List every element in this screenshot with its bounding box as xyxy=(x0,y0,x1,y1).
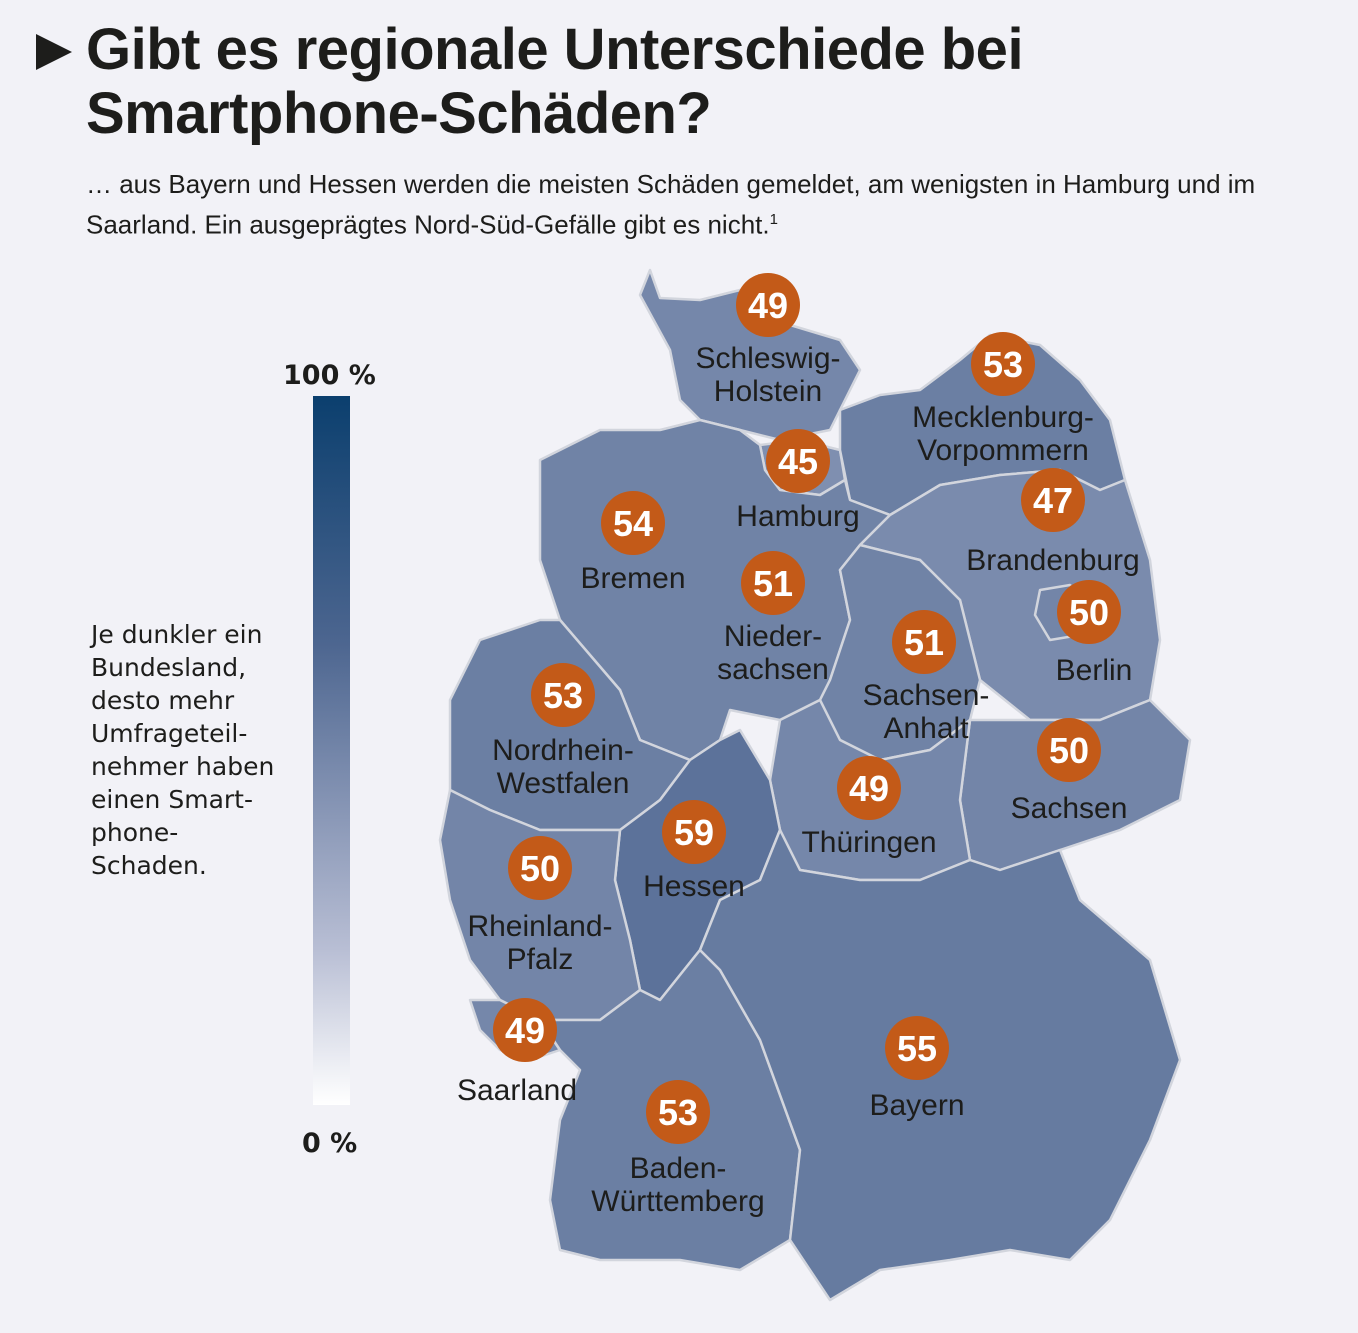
value-badge-he xyxy=(662,800,726,864)
value-badge-be xyxy=(1057,580,1121,644)
legend-description: Je dunkler ein Bundesland, desto mehr Um… xyxy=(91,620,275,880)
value-label-rp: 50 xyxy=(520,848,560,889)
state-name-nw: Westfalen xyxy=(497,767,630,800)
state-name-sl: Saarland xyxy=(457,1074,577,1107)
state-name-be: Berlin xyxy=(1056,654,1133,687)
state-name-hh: Hamburg xyxy=(736,500,859,533)
state-name-bw: Baden- xyxy=(630,1152,727,1185)
value-badge-nw xyxy=(531,663,595,727)
value-badge-ni xyxy=(741,551,805,615)
value-label-th: 49 xyxy=(849,768,889,809)
value-badge-sh xyxy=(736,273,800,337)
state-name-rp: Rheinland- xyxy=(467,910,612,943)
state-name-sh: Holstein xyxy=(714,375,822,408)
value-badge-mv xyxy=(971,332,1035,396)
state-name-ni: Nieder- xyxy=(724,620,822,653)
subtitle-text: … aus Bayern und Hessen werden die meist… xyxy=(86,169,1256,240)
state-name-nw: Nordrhein- xyxy=(492,734,634,767)
value-label-ni: 51 xyxy=(753,563,793,604)
state-name-sn: Sachsen xyxy=(1011,792,1128,825)
value-label-mv: 53 xyxy=(983,344,1023,385)
state-name-th: Thüringen xyxy=(801,826,936,859)
value-label-by: 55 xyxy=(897,1028,937,1069)
value-label-sh: 49 xyxy=(748,285,788,326)
value-label-sl: 49 xyxy=(505,1010,545,1051)
state-name-bw: Württemberg xyxy=(591,1185,764,1218)
value-badge-hh xyxy=(766,429,830,493)
state-name-rp: Pfalz xyxy=(507,943,574,976)
value-label-st: 51 xyxy=(904,622,944,663)
value-badge-bw xyxy=(646,1080,710,1144)
legend-min-label: 0 % xyxy=(302,1128,358,1159)
legend-max-label: 100 % xyxy=(283,360,376,391)
value-label-bb: 47 xyxy=(1033,480,1073,521)
footnote-marker: 1 xyxy=(769,211,778,228)
state-name-st: Anhalt xyxy=(883,712,969,745)
value-badge-hb xyxy=(601,491,665,555)
state-name-sh: Schleswig- xyxy=(695,342,840,375)
value-badge-st xyxy=(892,610,956,674)
subtitle: … aus Bayern und Hessen werden die meist… xyxy=(86,166,1286,243)
value-label-nw: 53 xyxy=(543,675,583,716)
value-badge-by xyxy=(885,1016,949,1080)
state-name-st: Sachsen- xyxy=(863,679,990,712)
value-label-hb: 54 xyxy=(613,503,653,544)
value-label-be: 50 xyxy=(1069,592,1109,633)
page-title: Gibt es regionale Unterschiede bei Smart… xyxy=(86,17,1024,146)
value-label-hh: 45 xyxy=(778,441,818,482)
value-badge-sn xyxy=(1037,718,1101,782)
value-badge-bb xyxy=(1021,468,1085,532)
state-name-mv: Vorpommern xyxy=(917,434,1089,467)
state-region-sh xyxy=(638,268,862,442)
value-label-sn: 50 xyxy=(1049,730,1089,771)
value-label-he: 59 xyxy=(674,812,714,853)
play-arrow-icon xyxy=(36,34,72,70)
state-name-ni: sachsen xyxy=(717,653,829,686)
value-label-bw: 53 xyxy=(658,1092,698,1133)
value-badge-rp xyxy=(508,836,572,900)
state-name-bb: Brandenburg xyxy=(966,544,1139,577)
state-name-he: Hessen xyxy=(643,870,745,903)
value-badge-th xyxy=(837,756,901,820)
state-name-mv: Mecklenburg- xyxy=(912,401,1094,434)
state-name-hb: Bremen xyxy=(580,562,685,595)
state-name-by: Bayern xyxy=(869,1089,964,1122)
legend-color-scale xyxy=(313,396,350,1105)
value-badge-sl xyxy=(493,998,557,1062)
